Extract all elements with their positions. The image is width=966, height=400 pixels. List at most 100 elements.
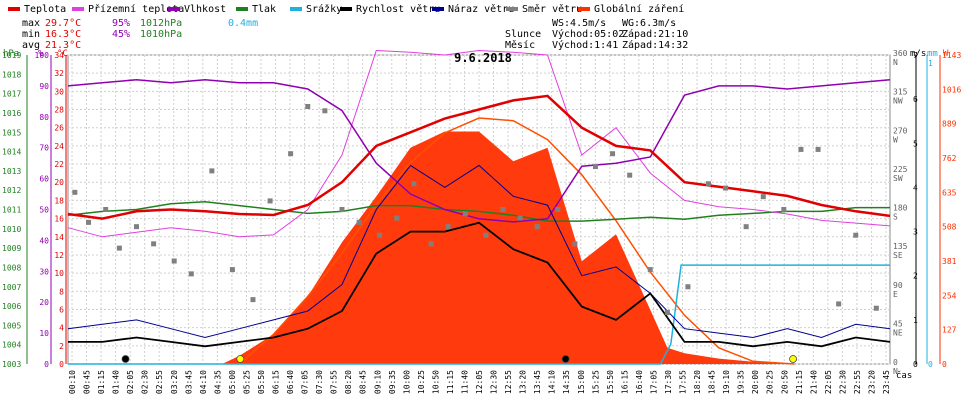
x-tick-label: 16:15 bbox=[620, 370, 629, 394]
y-tick-hpa: 1003 bbox=[2, 360, 21, 369]
wind-direction-point bbox=[798, 146, 804, 152]
y-tick-w: 508 bbox=[942, 223, 957, 232]
chart-title: 9.6.2018 bbox=[454, 51, 512, 65]
wind-direction-point bbox=[853, 232, 859, 238]
y-tick-degc: 16 bbox=[54, 215, 64, 224]
wind-direction-point bbox=[815, 146, 821, 152]
wind-direction-point bbox=[462, 211, 468, 217]
wind-direction-point bbox=[171, 258, 177, 264]
y-tick-w: 254 bbox=[942, 291, 957, 300]
x-tick-label: 00:10 bbox=[68, 370, 77, 394]
x-tick-label: 19:35 bbox=[737, 370, 746, 394]
wind-direction-point bbox=[356, 219, 362, 225]
info-moon-set: Západ:14:32 bbox=[622, 39, 688, 51]
axis-header-w: W bbox=[943, 49, 949, 59]
axes-layer: 00:10 00:45 01:15 01:40 02:05 02:30 02:55 03:20… bbox=[2, 49, 961, 394]
wind-direction-point bbox=[250, 297, 256, 303]
wind-direction-point bbox=[555, 207, 561, 212]
stat-min-temp: 16.3°C bbox=[45, 29, 81, 40]
series-vlhkost bbox=[67, 78, 891, 223]
y-tick-ms: 7 bbox=[913, 51, 918, 60]
x-tick-label: 12:05 bbox=[475, 370, 484, 394]
y-tick-degc: 32 bbox=[54, 69, 64, 78]
axis-header-pct: % bbox=[38, 49, 44, 59]
x-tick-label: 04:10 bbox=[199, 370, 208, 394]
x-tick-label: 21:15 bbox=[795, 370, 804, 394]
x-tick-label: 10:25 bbox=[417, 370, 426, 394]
legend: Teplota Přízemní teplota Vlhkost Tlak Srážky… bbox=[8, 3, 684, 15]
y-tick-pct: 90 bbox=[39, 82, 49, 91]
y-tick-pct: 70 bbox=[39, 144, 49, 153]
y-tick-hpa: 1006 bbox=[2, 302, 21, 311]
legend-label: Rychlost větru bbox=[356, 3, 440, 15]
wind-direction-point bbox=[103, 207, 109, 212]
x-tick-label: 09:35 bbox=[388, 370, 397, 394]
legend-swatch bbox=[236, 7, 248, 11]
sunset-marker bbox=[789, 355, 797, 363]
stat-rain: 0.4mm bbox=[228, 18, 258, 29]
y-tick-hpa: 1016 bbox=[2, 109, 21, 118]
y-tick-pct: 50 bbox=[39, 206, 49, 215]
x-tick-label: 14:35 bbox=[562, 370, 571, 394]
y-tick-hpa: 1014 bbox=[2, 148, 21, 157]
legend-swatch bbox=[290, 7, 302, 11]
x-tick-label: 09:10 bbox=[373, 370, 382, 394]
y-tick-hpa: 1013 bbox=[2, 167, 21, 176]
moonset-marker bbox=[561, 355, 570, 363]
x-tick-label: 17:30 bbox=[664, 370, 673, 394]
y-tick-w: 889 bbox=[942, 120, 957, 129]
x-tick-label: 13:45 bbox=[533, 370, 542, 394]
wind-direction-point bbox=[86, 219, 92, 225]
wind-direction-point bbox=[322, 108, 328, 114]
y-tick-degc: 30 bbox=[54, 87, 64, 96]
wind-direction-point bbox=[209, 168, 215, 174]
y-tick-dir-name: N bbox=[893, 367, 898, 376]
y-tick-pct: 100 bbox=[35, 51, 50, 60]
axis-header-degc: °C bbox=[57, 49, 68, 59]
wind-direction-point bbox=[428, 241, 434, 247]
legend-swatch bbox=[168, 7, 180, 11]
info-sun-set: Západ:21:10 bbox=[622, 28, 688, 40]
x-tick-label: 15:00 bbox=[577, 370, 586, 394]
moonrise-marker bbox=[121, 355, 130, 363]
y-tick-ms: 4 bbox=[913, 183, 918, 192]
y-tick-hpa: 1019 bbox=[2, 51, 21, 60]
x-tick-label: 04:35 bbox=[213, 370, 222, 394]
y-tick-degc: 0 bbox=[59, 360, 64, 369]
x-tick-label: 10:50 bbox=[431, 370, 440, 394]
wind-direction-point bbox=[685, 284, 691, 290]
x-tick-label: 05:00 bbox=[228, 370, 237, 394]
y-tick-dir-name: S bbox=[893, 213, 898, 222]
wind-direction-point bbox=[134, 224, 139, 230]
wind-direction-point bbox=[723, 185, 729, 191]
wind-direction-point bbox=[760, 194, 766, 200]
y-tick-w: 1143 bbox=[942, 51, 961, 60]
x-tick-label: 07:05 bbox=[301, 370, 310, 394]
y-tick-dir: 180 bbox=[893, 204, 908, 213]
legend-label: Srážky bbox=[306, 3, 342, 15]
x-tick-label: 11:40 bbox=[460, 370, 469, 394]
legend-label: Směr větru bbox=[522, 3, 582, 15]
wind-direction-point bbox=[647, 267, 653, 273]
wind-direction-point bbox=[572, 241, 578, 247]
info-sun-label: Slunce bbox=[505, 29, 541, 40]
y-tick-w: 381 bbox=[942, 257, 957, 266]
wind-direction-point bbox=[664, 310, 670, 315]
y-tick-degc: 20 bbox=[54, 178, 64, 187]
wind-direction-point bbox=[394, 215, 400, 221]
wind-direction-point bbox=[534, 224, 540, 230]
x-tick-label: 02:55 bbox=[155, 370, 164, 394]
y-tick-dir: 270 bbox=[893, 126, 908, 135]
x-tick-label: 07:55 bbox=[330, 370, 339, 394]
sunrise-marker bbox=[236, 355, 245, 363]
y-tick-hpa: 1007 bbox=[2, 283, 21, 292]
legend-swatch bbox=[340, 7, 352, 11]
wind-direction-point bbox=[116, 245, 122, 251]
y-tick-w: 762 bbox=[942, 154, 957, 163]
x-tick-label: 03:20 bbox=[170, 370, 179, 394]
y-tick-w: 635 bbox=[942, 188, 957, 197]
stat-avg-temp: 21.3°C bbox=[45, 40, 81, 51]
y-tick-dir-name: N bbox=[893, 58, 898, 67]
y-tick-dir-name: E bbox=[893, 290, 898, 299]
legend-swatch bbox=[8, 7, 20, 11]
